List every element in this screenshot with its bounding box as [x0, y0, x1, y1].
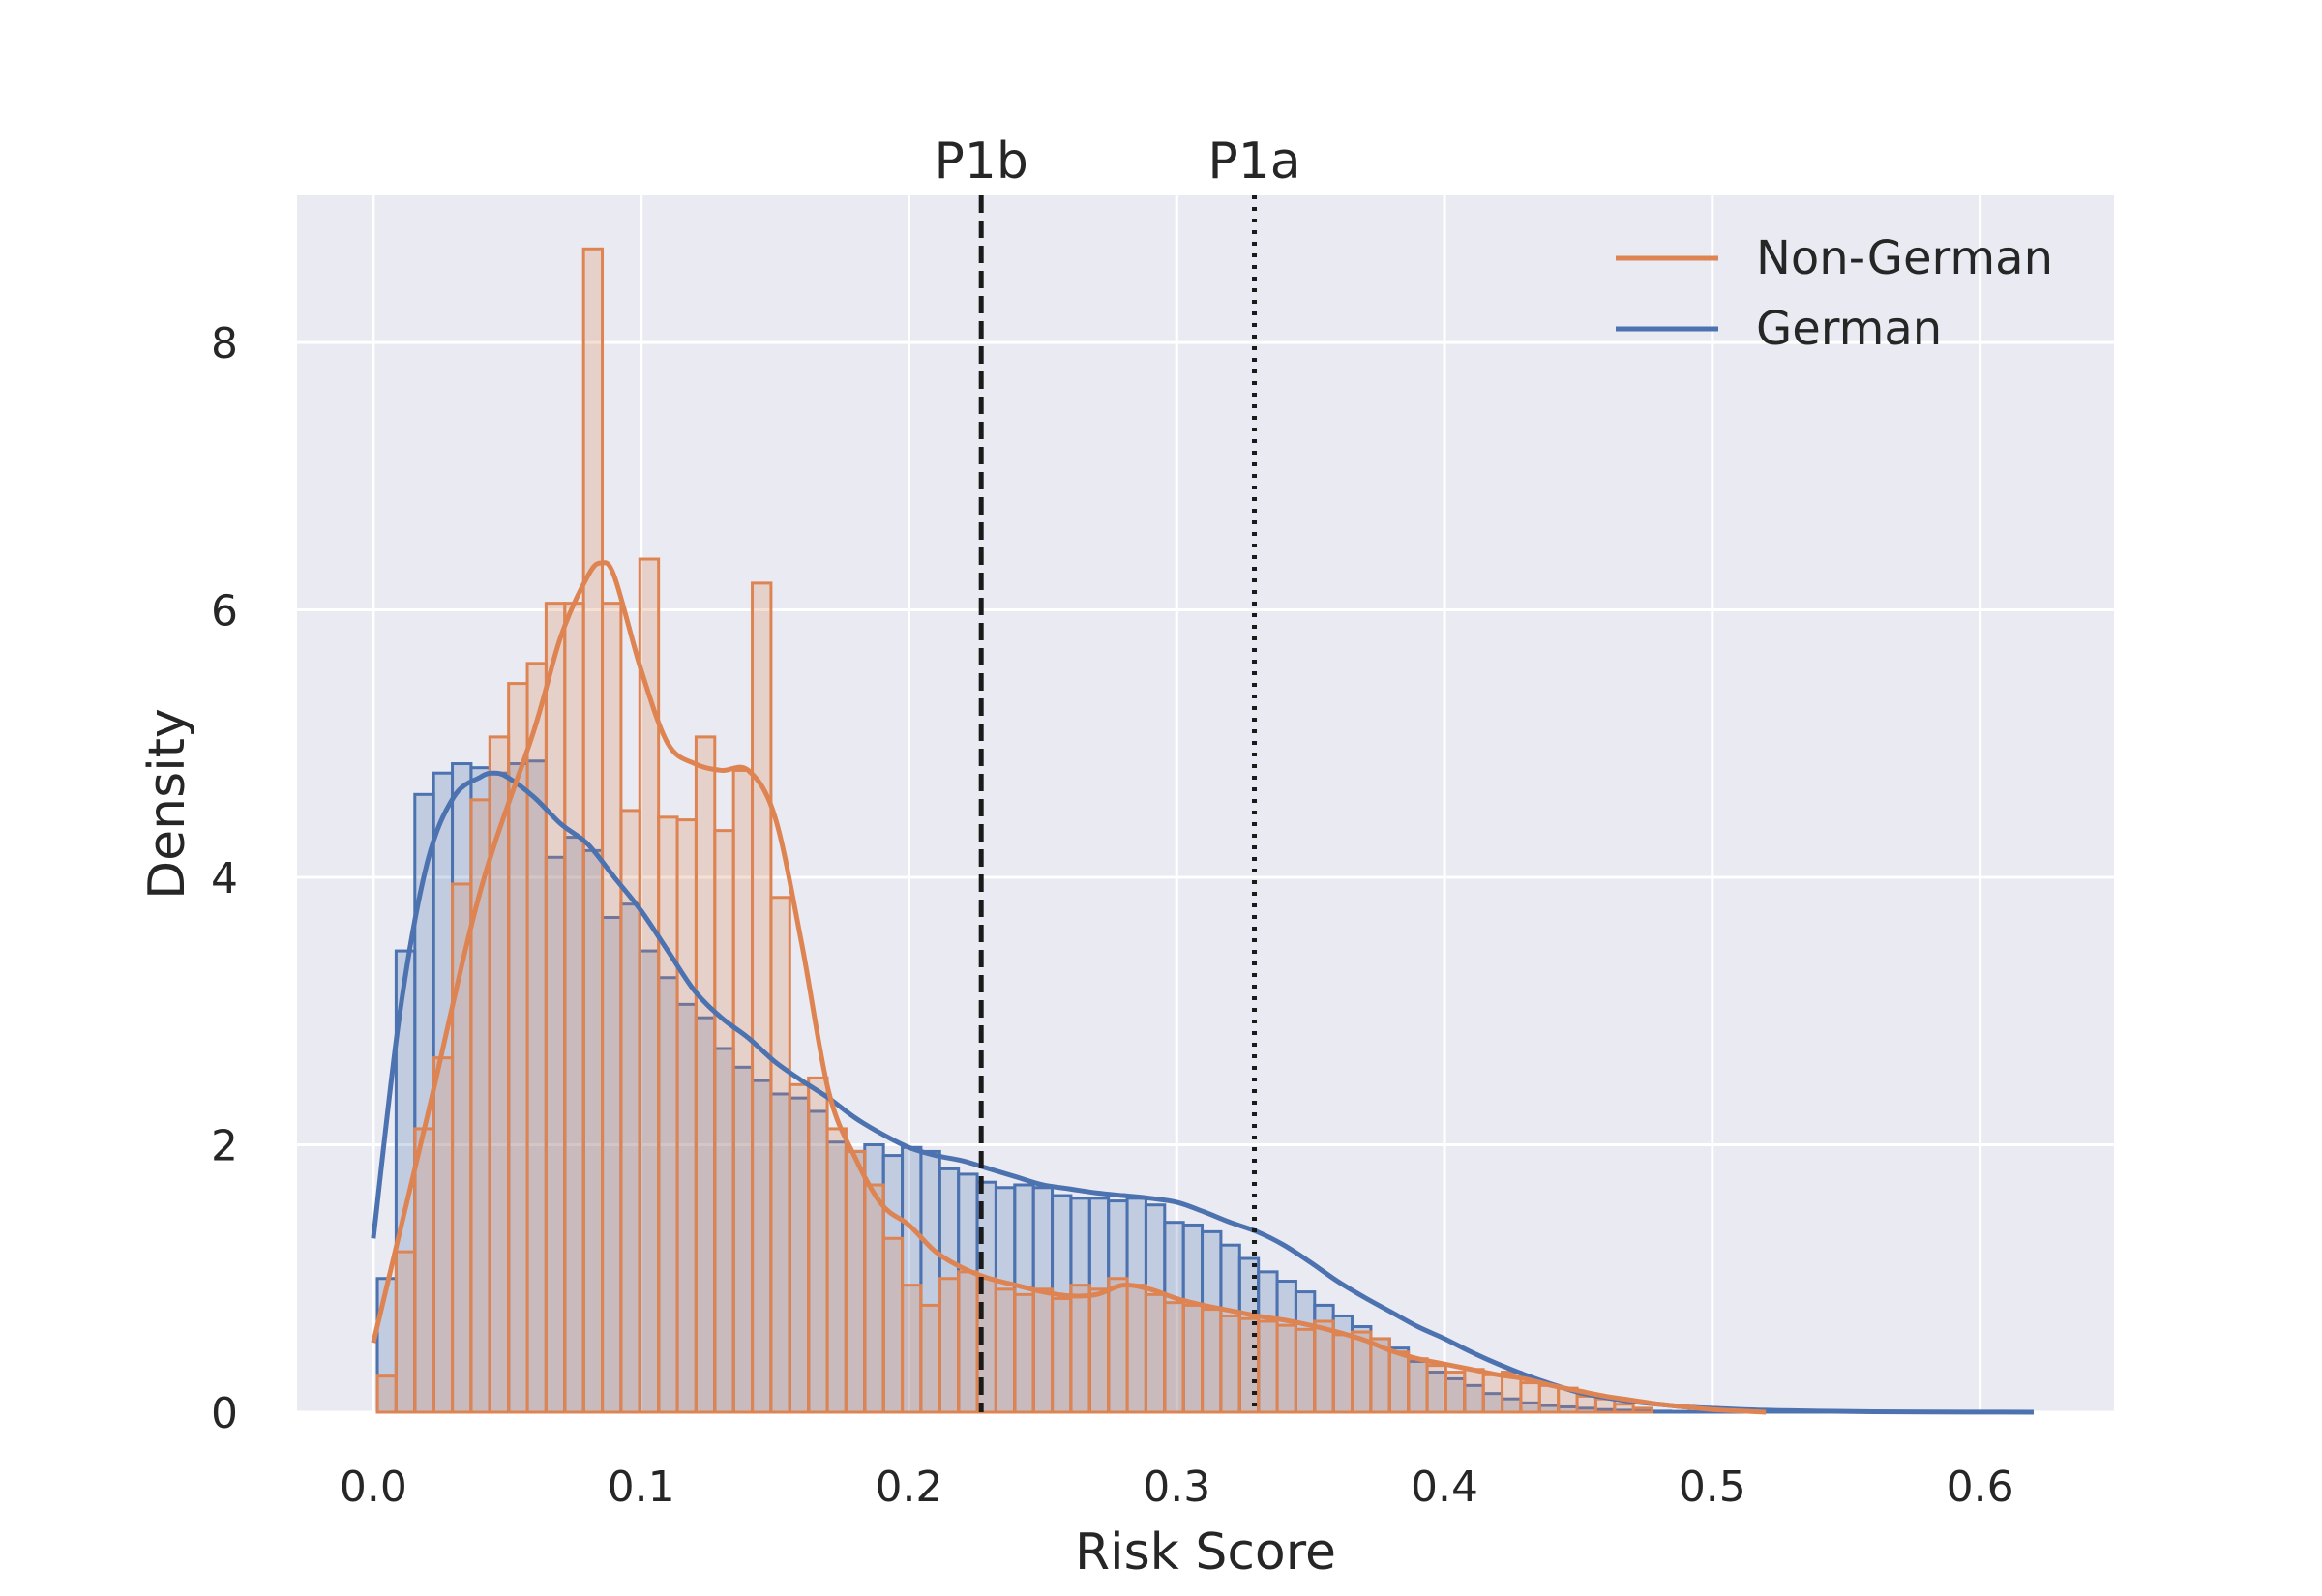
histogram-bar-german [1651, 1409, 1673, 1414]
histogram-bar-non-german [1631, 1406, 1654, 1414]
x-axis-label: Risk Score [1075, 1523, 1336, 1581]
x-tick-label: 0.2 [875, 1463, 942, 1512]
x-tick-label: 0.6 [1947, 1463, 2014, 1512]
x-tick-label: 0.3 [1143, 1463, 1210, 1512]
kde-curve-non-german [371, 560, 1767, 1415]
x-tick-label: 0.1 [608, 1463, 675, 1512]
x-tick-label: 0.0 [340, 1463, 407, 1512]
histogram-bar-german [1669, 1409, 1691, 1414]
threshold-lines: P1b P1a [934, 133, 1301, 1412]
y-tick-labels: 0 2 4 6 8 [211, 319, 238, 1438]
plot-area [297, 195, 2114, 1412]
y-tick-label: 8 [211, 319, 238, 369]
y-tick-label: 4 [211, 854, 238, 903]
histograms [375, 247, 2010, 1414]
threshold-label-p1b: P1b [934, 133, 1027, 191]
histogram-non-german [375, 247, 1654, 1414]
histogram-bar-german [1687, 1409, 1711, 1414]
legend-label-german: German [1756, 302, 1942, 356]
x-tick-label: 0.4 [1411, 1463, 1478, 1512]
kde-curves [371, 560, 2034, 1415]
legend-label-non-german: Non-German [1756, 231, 2053, 285]
y-axis-label: Density [138, 708, 196, 900]
x-tick-labels: 0.0 0.1 0.2 0.3 0.4 0.5 0.6 [340, 1463, 2014, 1512]
y-tick-label: 2 [211, 1122, 238, 1171]
y-tick-label: 0 [211, 1389, 238, 1438]
legend: Non-German German [1616, 231, 2053, 356]
x-tick-label: 0.5 [1679, 1463, 1746, 1512]
histogram-fill-german [377, 760, 2009, 1412]
threshold-label-p1a: P1a [1207, 133, 1300, 191]
y-tick-label: 6 [211, 587, 238, 636]
